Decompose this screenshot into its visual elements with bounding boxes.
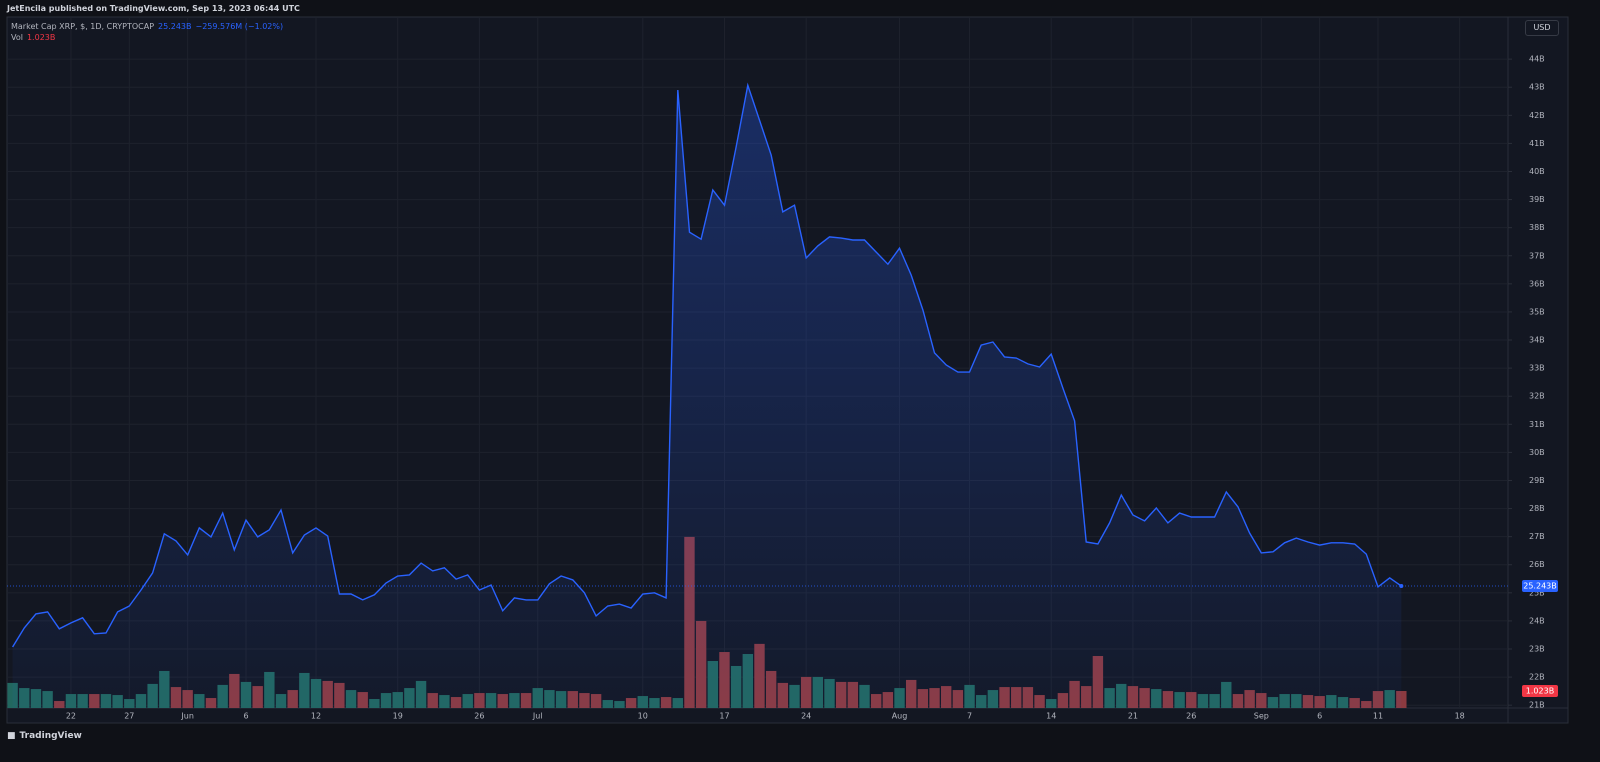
x-tick-label: 21 — [1128, 712, 1138, 721]
legend-change: −259.576M (−1.02%) — [195, 22, 284, 31]
x-tick-label: 17 — [719, 712, 729, 721]
x-tick-label: 6 — [243, 712, 248, 721]
legend: Market Cap XRP, $, 1D, CRYPTOCAP 25.243B −… — [11, 21, 283, 43]
x-tick-label: 27 — [124, 712, 134, 721]
x-tick-label: 12 — [311, 712, 321, 721]
y-tick-label: 25B — [1529, 588, 1545, 597]
y-tick-label: 28B — [1529, 504, 1545, 513]
legend-name: Vol — [11, 33, 23, 42]
y-tick-label: 36B — [1529, 279, 1545, 288]
x-tick-label: 6 — [1317, 712, 1322, 721]
legend-price: Market Cap XRP, $, 1D, CRYPTOCAP 25.243B −… — [11, 21, 283, 32]
publisher-line: JetEncila published on TradingView.com, … — [7, 4, 300, 13]
x-tick-label: 14 — [1046, 712, 1056, 721]
currency-button[interactable]: USD — [1525, 20, 1559, 36]
last-point — [1399, 584, 1404, 589]
y-tick-label: 38B — [1529, 223, 1545, 232]
y-tick-label: 21B — [1529, 701, 1545, 710]
area-fill — [12, 85, 1402, 708]
volume-last-box — [1522, 685, 1558, 698]
x-tick-label: 24 — [801, 712, 811, 721]
y-tick-label: 31B — [1529, 420, 1545, 429]
x-tick-label: 18 — [1455, 712, 1465, 721]
price-last-label: 25.243B — [1523, 582, 1556, 591]
x-tick-label: Jun — [180, 712, 194, 721]
legend-value: 25.243B — [158, 22, 192, 31]
x-tick-label: Jul — [532, 712, 543, 721]
footer-brand: ■ TradingView — [7, 731, 82, 741]
y-tick-label: 29B — [1529, 476, 1545, 485]
x-tick-label: 26 — [1186, 712, 1196, 721]
y-tick-label: 30B — [1529, 448, 1545, 457]
y-tick-label: 23B — [1529, 645, 1545, 654]
y-tick-label: 33B — [1529, 364, 1545, 373]
y-tick-label: 24B — [1529, 616, 1545, 625]
legend-volume: Vol 1.023B — [11, 32, 283, 43]
y-tick-label: 43B — [1529, 83, 1545, 92]
y-tick-label: 41B — [1529, 139, 1545, 148]
y-tick-label: 37B — [1529, 251, 1545, 260]
y-tick-label: 42B — [1529, 111, 1545, 120]
x-tick-label: 22 — [66, 712, 76, 721]
x-tick-label: 19 — [393, 712, 403, 721]
y-tick-label: 39B — [1529, 195, 1545, 204]
brand: TradingView — [19, 731, 82, 741]
price-line — [12, 82, 1402, 648]
price-last-box — [1522, 580, 1558, 593]
volume-last-label: 1.023B — [1526, 687, 1554, 696]
x-tick-label: Aug — [892, 712, 908, 721]
y-tick-label: 32B — [1529, 392, 1545, 401]
x-tick-label: Sep — [1254, 712, 1269, 721]
x-tick-label: 7 — [967, 712, 972, 721]
x-tick-label: 26 — [474, 712, 484, 721]
legend-value: 1.023B — [26, 33, 56, 42]
y-tick-label: 26B — [1529, 560, 1545, 569]
x-tick-label: 10 — [638, 712, 648, 721]
volume-bar — [1396, 691, 1407, 708]
y-tick-label: 22B — [1529, 673, 1545, 682]
y-tick-label: 34B — [1529, 336, 1545, 345]
y-tick-label: 27B — [1529, 532, 1545, 541]
y-tick-label: 35B — [1529, 307, 1545, 316]
legend-name: Market Cap XRP, $, 1D, CRYPTOCAP — [11, 22, 155, 31]
y-tick-label: 40B — [1529, 167, 1545, 176]
x-tick-label: 11 — [1373, 712, 1383, 721]
y-tick-label: 44B — [1529, 55, 1545, 64]
